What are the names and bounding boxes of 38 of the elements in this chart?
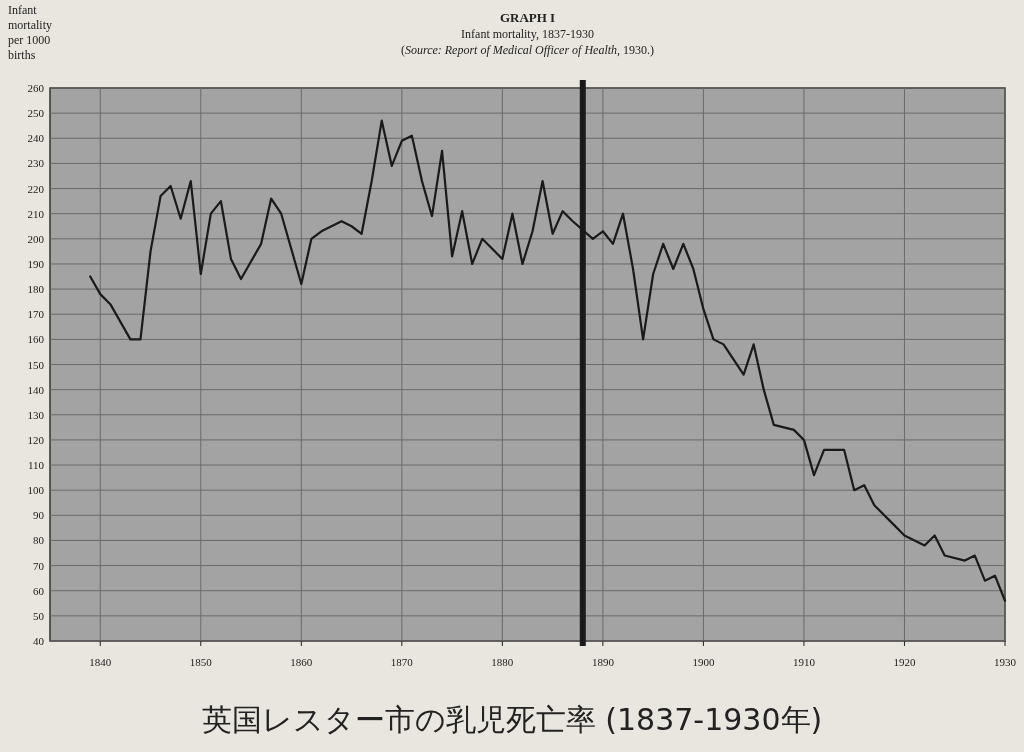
x-tick-label: 1920 [893, 656, 916, 668]
y-tick-label: 70 [33, 559, 45, 572]
x-tick-label: 1870 [390, 656, 414, 668]
x-tick-label: 1880 [491, 656, 514, 668]
chart-title: GRAPH I [499, 10, 556, 25]
y-tick-label: 140 [27, 383, 45, 396]
x-tick-label: 1900 [692, 656, 715, 668]
text: (Source: Report of Medical Officer of Health, 1930.) [400, 43, 655, 57]
x-tick-label: 1910 [792, 656, 816, 668]
y-tick-label: 180 [27, 283, 45, 296]
chart-subtitle: Infant mortality, 1837-1930 [461, 27, 594, 41]
y-tick-label: 130 [27, 408, 45, 421]
x-tick-label: 1890 [591, 656, 615, 668]
y-tick-label: 260 [27, 82, 45, 94]
x-tick-label: 1850 [189, 656, 213, 668]
y-tick-label: 240 [27, 132, 45, 145]
y-tick-label: 250 [27, 107, 45, 120]
y-tick-label: 80 [33, 534, 45, 547]
y-tick-label: 190 [27, 257, 45, 270]
y-tick-label: 100 [27, 484, 45, 497]
y-axis-title: Infant mortality per 1000 births [8, 3, 52, 62]
y-tick-label: 230 [27, 157, 45, 170]
x-tick-label: 1860 [290, 656, 313, 668]
y-tick-label: 200 [27, 232, 45, 245]
text: 英国レスター市の乳児死亡率 (1837-1930年) [201, 702, 823, 737]
y-tick-label: 170 [27, 308, 45, 321]
y-tick-label: 220 [27, 182, 45, 195]
y-tick-label: 210 [27, 207, 45, 220]
x-tick-label: 1930 [994, 656, 1017, 668]
y-tick-label: 150 [27, 358, 45, 371]
y-tick-label: 120 [27, 433, 45, 446]
y-tick-label: 50 [33, 609, 45, 622]
y-tick-label: 160 [27, 333, 45, 346]
x-tick-label: 1840 [89, 656, 112, 668]
y-tick-label: 60 [33, 584, 45, 597]
y-tick-label: 90 [33, 509, 45, 522]
y-tick-label: 110 [27, 459, 45, 472]
y-tick-label: 40 [33, 635, 45, 647]
